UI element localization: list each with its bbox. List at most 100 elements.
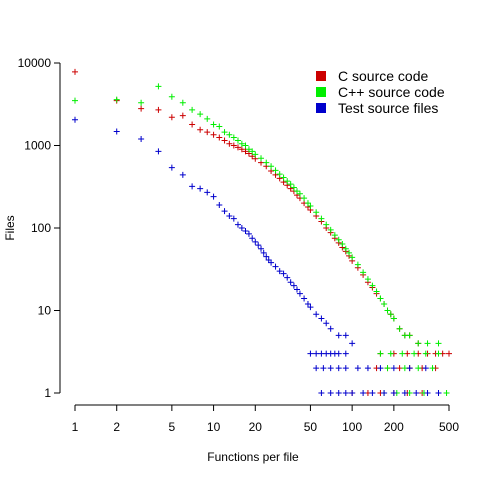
data-point <box>373 288 380 295</box>
data-point <box>284 178 291 185</box>
data-point <box>294 286 300 293</box>
data-point <box>387 311 394 318</box>
data-point <box>258 245 265 252</box>
data-point <box>360 390 367 396</box>
data-point <box>276 268 283 275</box>
data-point <box>364 276 371 283</box>
data-point <box>204 129 211 136</box>
data-point <box>179 112 186 119</box>
data-point <box>216 123 223 130</box>
data-point <box>221 137 228 144</box>
data-point <box>313 365 320 372</box>
data-point <box>381 300 388 307</box>
data-point <box>226 212 233 219</box>
data-point <box>242 142 249 149</box>
data-point <box>113 96 120 103</box>
y-axis-title: Files <box>3 215 17 240</box>
data-point <box>384 307 391 314</box>
y-tick-label: 10000 <box>18 56 52 70</box>
x-tick-label: 50 <box>304 420 318 434</box>
data-point <box>234 144 241 151</box>
legend-swatch <box>316 87 326 97</box>
data-point <box>238 146 245 153</box>
data-point <box>301 195 308 202</box>
data-point <box>138 99 145 106</box>
data-point <box>396 325 403 332</box>
data-point <box>216 202 223 209</box>
data-point <box>276 171 283 178</box>
data-point <box>429 365 436 372</box>
data-point <box>404 350 411 357</box>
data-point <box>72 97 78 104</box>
data-point <box>346 249 353 256</box>
data-point <box>307 202 314 209</box>
data-point <box>339 240 346 247</box>
points-layer <box>72 68 452 396</box>
data-point <box>168 114 175 121</box>
data-point <box>280 270 287 277</box>
data-point <box>342 365 349 372</box>
data-point <box>210 131 217 138</box>
legend-label: C source code <box>338 68 428 84</box>
data-point <box>415 340 422 347</box>
data-point <box>406 365 413 372</box>
data-point <box>318 315 325 322</box>
data-point <box>301 295 308 302</box>
x-tick-label: 100 <box>342 420 362 434</box>
data-point <box>72 68 78 75</box>
data-point <box>221 208 228 215</box>
data-point <box>230 142 237 149</box>
data-point <box>168 93 175 100</box>
data-point <box>189 183 196 190</box>
data-point <box>226 131 233 138</box>
data-point <box>335 350 342 357</box>
data-point <box>390 315 397 322</box>
data-point <box>252 238 259 245</box>
data-point <box>249 235 256 242</box>
data-point <box>435 350 442 357</box>
data-point <box>399 350 406 357</box>
data-point <box>179 99 186 106</box>
data-point <box>349 390 356 396</box>
data-point <box>226 140 233 147</box>
data-point <box>307 350 314 357</box>
data-point <box>424 390 431 396</box>
data-point <box>313 350 320 357</box>
data-point <box>422 350 429 357</box>
data-point <box>411 350 418 357</box>
data-point <box>296 290 303 297</box>
data-point <box>318 215 325 222</box>
data-point <box>335 236 342 243</box>
data-point <box>342 245 349 252</box>
data-point <box>287 181 294 188</box>
data-point <box>284 274 291 281</box>
data-point <box>168 164 175 171</box>
data-point <box>435 340 442 347</box>
data-point <box>422 365 429 372</box>
data-point <box>263 159 270 166</box>
data-point <box>238 140 245 147</box>
data-point <box>216 134 223 141</box>
data-point <box>377 350 384 357</box>
data-point <box>323 320 330 327</box>
data-point <box>294 188 300 195</box>
x-tick-label: 1 <box>72 420 79 434</box>
x-tick-label: 10 <box>207 420 221 434</box>
data-point <box>349 254 356 261</box>
x-tick-label: 20 <box>249 420 263 434</box>
data-point <box>242 148 249 155</box>
data-point <box>268 259 275 266</box>
data-point <box>138 135 145 142</box>
data-point <box>327 226 334 233</box>
x-tick-label: 2 <box>113 420 120 434</box>
x-tick-label: 5 <box>169 420 176 434</box>
x-axis-title: Functions per file <box>207 450 299 464</box>
data-point <box>280 174 287 181</box>
x-tick-label: 500 <box>439 420 459 434</box>
data-point <box>335 365 342 372</box>
data-point <box>318 390 325 396</box>
data-point <box>384 365 391 372</box>
data-point <box>342 390 349 396</box>
data-point <box>72 116 78 123</box>
